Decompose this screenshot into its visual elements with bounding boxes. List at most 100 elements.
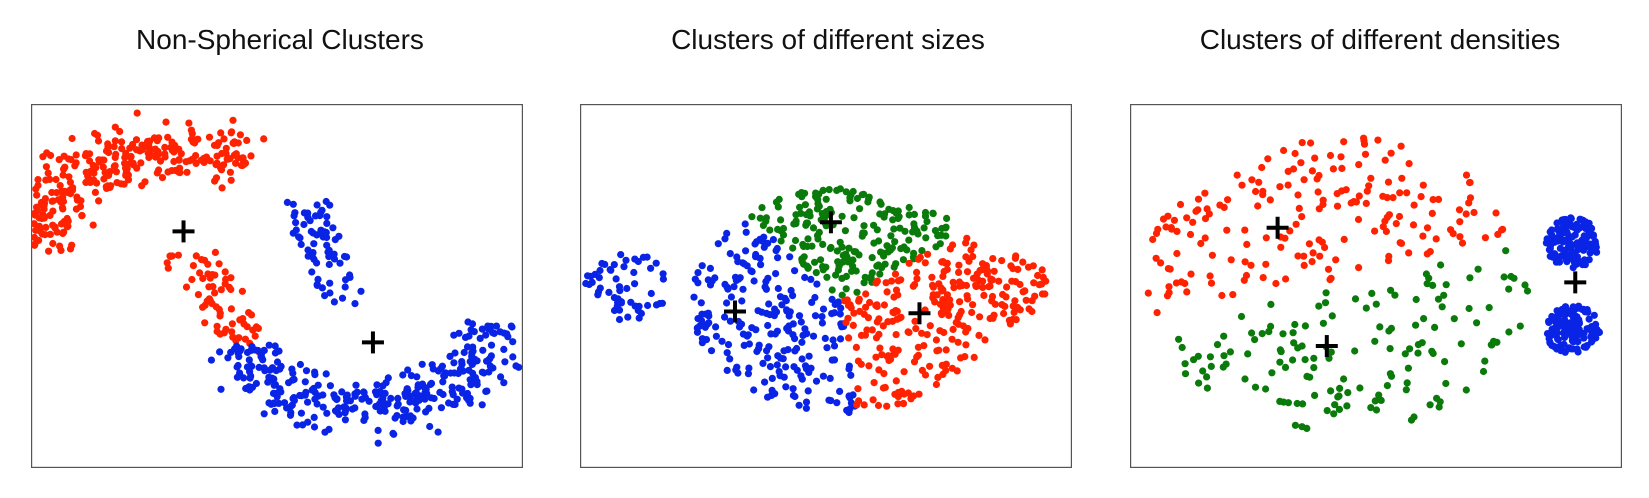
data-point xyxy=(912,325,920,333)
data-point xyxy=(934,373,942,381)
data-point xyxy=(270,381,278,389)
data-point xyxy=(754,307,762,315)
data-point xyxy=(889,216,897,224)
data-point xyxy=(335,410,343,418)
data-point xyxy=(1009,302,1017,310)
data-point xyxy=(797,372,805,380)
data-point xyxy=(34,176,42,184)
data-point xyxy=(1507,272,1515,281)
data-point xyxy=(774,284,782,293)
data-point xyxy=(624,313,632,321)
data-point xyxy=(489,364,497,372)
data-point xyxy=(441,372,449,380)
data-point xyxy=(1224,196,1232,204)
data-point xyxy=(1431,323,1439,331)
data-point xyxy=(910,210,918,218)
data-point xyxy=(301,378,309,386)
data-point xyxy=(233,373,241,381)
data-point xyxy=(1308,167,1316,175)
data-point xyxy=(1574,331,1582,339)
data-point xyxy=(1412,321,1420,329)
data-point xyxy=(352,381,360,389)
data-point xyxy=(892,331,900,339)
data-point xyxy=(42,176,50,184)
data-point xyxy=(1565,344,1573,352)
data-point xyxy=(1331,401,1339,409)
data-point xyxy=(1252,187,1260,196)
data-point xyxy=(846,194,854,202)
data-point xyxy=(1362,304,1370,312)
data-point xyxy=(202,153,211,161)
data-point xyxy=(913,275,921,283)
data-point xyxy=(742,228,750,236)
data-point xyxy=(1560,340,1568,348)
data-point xyxy=(216,348,224,356)
scatter-plot-different-densities xyxy=(1130,104,1622,468)
data-point xyxy=(1190,356,1198,364)
data-point xyxy=(1291,149,1299,158)
data-point xyxy=(617,251,625,259)
data-point xyxy=(461,333,470,341)
data-point xyxy=(815,202,823,210)
chart-title-different-sizes: Clusters of different sizes xyxy=(671,24,985,55)
data-point xyxy=(400,406,408,414)
data-point xyxy=(78,211,86,220)
data-point xyxy=(187,126,195,134)
data-point xyxy=(1172,279,1180,287)
data-point xyxy=(791,347,799,355)
data-point xyxy=(229,116,237,124)
data-point xyxy=(914,343,922,351)
data-point xyxy=(464,318,472,326)
data-point xyxy=(936,300,944,308)
data-point xyxy=(343,392,351,400)
data-point xyxy=(292,226,300,234)
data-point xyxy=(252,323,260,331)
data-point xyxy=(228,128,236,136)
data-point xyxy=(1391,291,1399,299)
data-point xyxy=(698,339,706,347)
data-point xyxy=(883,242,891,250)
cluster-green-1 xyxy=(1175,247,1532,432)
data-point xyxy=(1216,201,1224,209)
data-point xyxy=(1268,369,1276,377)
data-point xyxy=(91,188,99,196)
data-point xyxy=(235,334,243,342)
data-point xyxy=(151,152,159,160)
data-point xyxy=(723,229,731,237)
data-point xyxy=(221,280,229,288)
data-point xyxy=(112,150,120,158)
data-point xyxy=(351,390,359,398)
data-point xyxy=(183,168,191,176)
data-point xyxy=(697,299,705,307)
data-point xyxy=(1294,191,1302,199)
data-point xyxy=(926,322,934,330)
data-point xyxy=(288,376,297,384)
data-point xyxy=(175,156,183,164)
data-point xyxy=(1267,300,1275,308)
centroid-plus-marker xyxy=(361,331,384,354)
data-point xyxy=(500,379,508,387)
data-point xyxy=(1255,178,1263,186)
data-point xyxy=(155,166,163,174)
data-point xyxy=(819,305,828,313)
data-point xyxy=(122,167,131,175)
data-point xyxy=(333,395,341,404)
data-point xyxy=(860,279,868,287)
data-point xyxy=(963,292,971,300)
data-point xyxy=(1583,342,1591,350)
data-point xyxy=(812,377,821,385)
data-point xyxy=(89,221,97,229)
data-point xyxy=(1502,247,1510,255)
data-point xyxy=(1580,334,1588,342)
data-point xyxy=(721,235,729,243)
data-point xyxy=(1022,296,1030,304)
data-point xyxy=(802,221,810,229)
data-point xyxy=(118,138,126,146)
data-point xyxy=(1258,163,1266,172)
data-point xyxy=(833,399,841,407)
data-point xyxy=(865,362,873,370)
data-point xyxy=(712,332,720,340)
data-point xyxy=(1307,139,1315,147)
data-point xyxy=(865,274,874,282)
data-point xyxy=(853,194,861,203)
